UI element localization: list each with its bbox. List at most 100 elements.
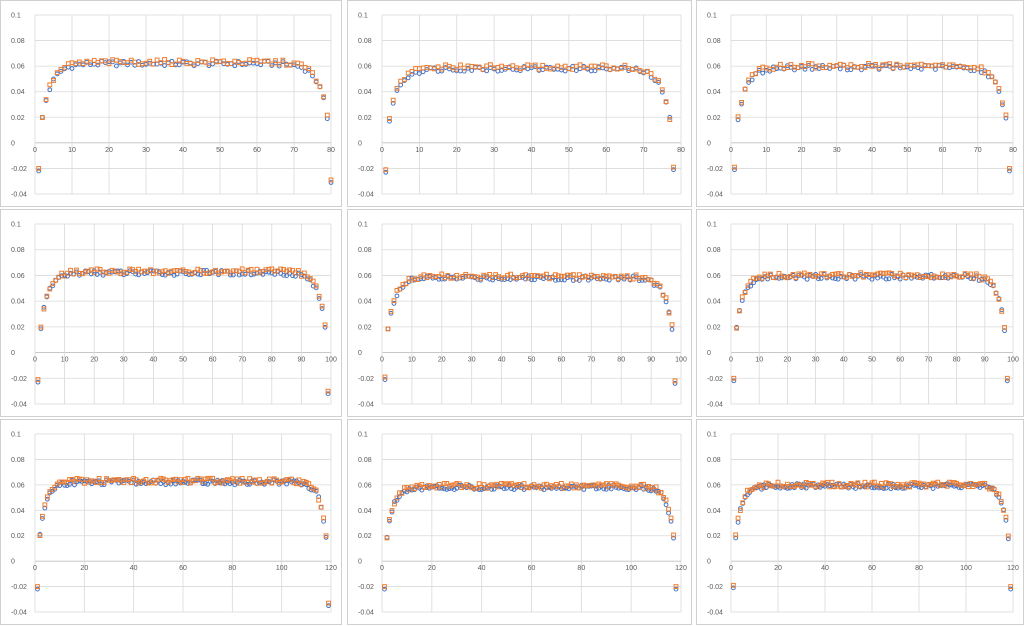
point-series-a	[328, 180, 334, 185]
point-series-b	[985, 70, 991, 75]
point-series-b	[35, 584, 40, 589]
point-series-a	[325, 391, 331, 397]
point-series-b	[471, 485, 477, 491]
point-series-b	[668, 515, 674, 521]
point-series-b	[388, 309, 394, 314]
point-series-b	[577, 62, 583, 68]
point-series-b	[185, 475, 191, 481]
point-series-a	[484, 68, 490, 74]
x-tick-label: 40	[840, 357, 848, 364]
point-series-b	[434, 485, 440, 491]
y-tick-label: 0	[707, 140, 711, 147]
y-tick-label: 0	[358, 559, 362, 566]
point-series-b	[458, 62, 463, 68]
point-series-a	[118, 268, 124, 274]
point-series-a	[577, 66, 583, 72]
point-series-b	[89, 478, 95, 484]
point-series-b	[433, 274, 439, 280]
point-series-b	[265, 58, 271, 64]
y-tick-label: 0.06	[358, 64, 372, 71]
point-series-b	[101, 480, 107, 486]
point-series-a	[1002, 328, 1007, 334]
point-series-a	[751, 280, 756, 286]
x-tick-label: 90	[647, 357, 655, 364]
point-series-b	[111, 477, 117, 483]
point-series-a	[816, 276, 821, 282]
point-series-b	[790, 272, 796, 277]
point-series-b	[556, 273, 561, 279]
point-series-b	[266, 476, 272, 482]
point-series-b	[324, 112, 330, 118]
point-series-b	[550, 275, 555, 280]
point-series-b	[204, 271, 210, 276]
point-series-b	[646, 483, 652, 489]
point-series-a	[663, 299, 669, 305]
point-series-b	[534, 484, 539, 490]
y-tick-label: 0.08	[11, 457, 25, 464]
point-series-b	[559, 481, 564, 486]
point-series-a	[663, 502, 669, 508]
point-series-a	[186, 272, 192, 277]
point-series-b	[454, 66, 460, 72]
y-tick-label: 0.08	[707, 38, 721, 45]
y-tick-label: -0.04	[11, 192, 27, 199]
point-series-b	[603, 273, 609, 279]
point-series-b	[559, 273, 564, 279]
point-series-a	[1003, 115, 1009, 121]
point-series-a	[671, 535, 676, 541]
x-tick-label: 60	[179, 565, 187, 572]
x-tick-label: 80	[228, 565, 236, 572]
point-series-b	[62, 479, 68, 485]
point-series-a	[81, 478, 87, 484]
chart-svg: 0.1 0.08 0.06 0.04 0.02 0 -0.02 -0.04 0 10 20 30 40 5…	[358, 222, 687, 409]
chart-panel-6: 0.1 0.08 0.06 0.04 0.02 0 -0.02 -0.04 0 10 20 30 40 5…	[696, 209, 1024, 417]
y-tick-label: 0.06	[358, 482, 372, 489]
point-series-b	[656, 490, 661, 496]
point-series-b	[993, 290, 999, 296]
point-series-a	[765, 276, 771, 282]
point-series-b	[40, 513, 45, 519]
point-series-b	[524, 484, 529, 490]
y-tick-label: 0.04	[358, 299, 372, 306]
point-series-a	[588, 68, 594, 74]
point-series-a	[394, 293, 400, 299]
y-tick-label: 0.02	[11, 533, 25, 540]
point-series-b	[94, 266, 100, 272]
point-series-b	[173, 476, 178, 482]
y-tick-label: 0.08	[707, 247, 721, 254]
point-series-a	[996, 89, 1002, 94]
point-series-b	[645, 277, 651, 283]
point-series-a	[818, 276, 824, 281]
point-series-b	[663, 295, 669, 301]
point-series-a	[592, 68, 598, 74]
point-series-b	[588, 482, 594, 488]
point-series-a	[730, 585, 736, 591]
point-series-b	[992, 79, 998, 85]
point-series-b	[869, 272, 875, 278]
y-tick-label: 0.06	[11, 482, 25, 489]
x-tick-label: 50	[868, 357, 876, 364]
point-series-b	[971, 275, 976, 281]
point-series-b	[582, 273, 588, 279]
point-series-b	[313, 78, 319, 84]
point-series-b	[479, 485, 485, 490]
point-series-a	[760, 70, 766, 76]
point-series-b	[404, 485, 410, 490]
point-series-b	[326, 600, 331, 606]
point-series-b	[290, 267, 295, 273]
x-tick-label: 70	[640, 147, 648, 154]
point-series-b	[284, 477, 290, 482]
point-series-b	[299, 61, 304, 67]
x-tick-label: 0	[33, 565, 37, 572]
point-series-b	[508, 271, 513, 277]
point-series-b	[804, 272, 810, 278]
point-series-b	[222, 268, 227, 274]
point-series-a	[793, 276, 799, 282]
point-series-b	[136, 480, 141, 486]
x-tick-label: 120	[1007, 565, 1019, 572]
point-series-b	[490, 275, 496, 281]
point-series-a	[585, 277, 591, 283]
point-series-b	[940, 62, 945, 67]
x-tick-label: 80	[617, 357, 625, 364]
point-series-b	[618, 483, 624, 489]
